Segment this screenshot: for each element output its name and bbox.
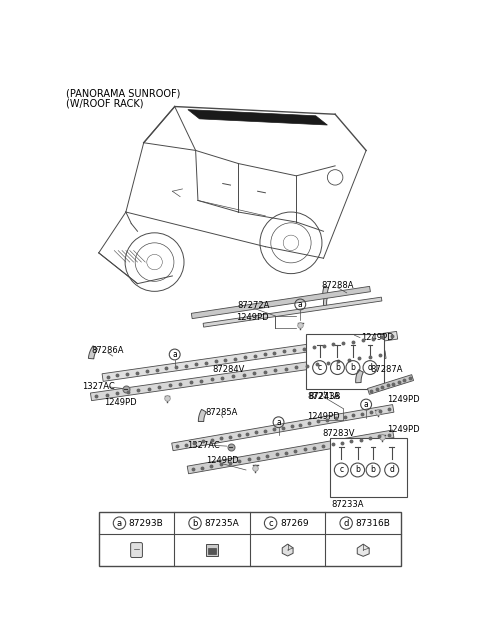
Text: 87269: 87269 bbox=[280, 518, 309, 527]
Text: c: c bbox=[339, 466, 343, 475]
Bar bbox=[99, 513, 401, 566]
Text: 87272A: 87272A bbox=[238, 301, 270, 310]
Text: 1327AC: 1327AC bbox=[83, 383, 115, 392]
Polygon shape bbox=[203, 297, 382, 327]
FancyBboxPatch shape bbox=[131, 543, 143, 558]
Text: 87284V: 87284V bbox=[213, 365, 245, 374]
Text: c: c bbox=[268, 518, 273, 527]
Text: (W/ROOF RACK): (W/ROOF RACK) bbox=[66, 99, 144, 109]
Polygon shape bbox=[357, 544, 369, 556]
Text: a: a bbox=[364, 400, 369, 409]
Polygon shape bbox=[188, 109, 327, 125]
Text: 1249PD: 1249PD bbox=[387, 426, 420, 435]
Polygon shape bbox=[323, 286, 328, 299]
Text: 1249PD: 1249PD bbox=[206, 456, 239, 465]
Text: d: d bbox=[344, 518, 349, 527]
Text: a: a bbox=[298, 300, 302, 309]
Text: 87283V: 87283V bbox=[323, 428, 355, 437]
Text: a: a bbox=[276, 418, 281, 427]
Text: 87286A: 87286A bbox=[92, 346, 124, 355]
Text: b: b bbox=[355, 466, 360, 475]
Text: 87271A: 87271A bbox=[307, 392, 340, 401]
Text: 1327AC: 1327AC bbox=[187, 441, 220, 450]
Polygon shape bbox=[368, 375, 414, 394]
Text: 1249PD: 1249PD bbox=[360, 333, 393, 342]
Text: b: b bbox=[192, 518, 198, 527]
Text: (PANORAMA SUNROOF): (PANORAMA SUNROOF) bbox=[66, 88, 180, 98]
Text: 1249PD: 1249PD bbox=[307, 412, 340, 421]
Polygon shape bbox=[192, 287, 371, 319]
Text: 87243B: 87243B bbox=[308, 392, 340, 401]
Text: c: c bbox=[318, 363, 322, 372]
Text: a: a bbox=[172, 350, 177, 359]
Text: b: b bbox=[371, 466, 375, 475]
Text: 87287A: 87287A bbox=[371, 365, 403, 374]
Text: 87235A: 87235A bbox=[204, 518, 239, 527]
Text: 87293B: 87293B bbox=[129, 518, 164, 527]
Polygon shape bbox=[198, 410, 206, 421]
Polygon shape bbox=[324, 295, 328, 307]
Polygon shape bbox=[172, 404, 394, 451]
Polygon shape bbox=[187, 430, 394, 474]
Text: 1249PD: 1249PD bbox=[387, 395, 420, 404]
Bar bbox=[330, 438, 407, 497]
Polygon shape bbox=[88, 346, 97, 359]
Text: b: b bbox=[335, 363, 340, 372]
FancyBboxPatch shape bbox=[206, 544, 218, 556]
Text: a: a bbox=[117, 518, 122, 527]
Polygon shape bbox=[356, 370, 363, 383]
Text: 1249PD: 1249PD bbox=[236, 313, 268, 322]
Text: 87316B: 87316B bbox=[356, 518, 390, 527]
Text: d: d bbox=[389, 466, 394, 475]
Text: b: b bbox=[350, 363, 355, 372]
Text: d: d bbox=[368, 363, 372, 372]
FancyBboxPatch shape bbox=[208, 547, 216, 554]
Polygon shape bbox=[102, 332, 398, 381]
Polygon shape bbox=[90, 351, 386, 401]
Text: 1249PD: 1249PD bbox=[104, 398, 137, 407]
Text: 87285A: 87285A bbox=[205, 408, 238, 417]
Text: 87288A: 87288A bbox=[321, 281, 354, 290]
Text: 87233A: 87233A bbox=[331, 500, 364, 509]
Bar bbox=[306, 334, 384, 389]
Polygon shape bbox=[282, 544, 293, 556]
